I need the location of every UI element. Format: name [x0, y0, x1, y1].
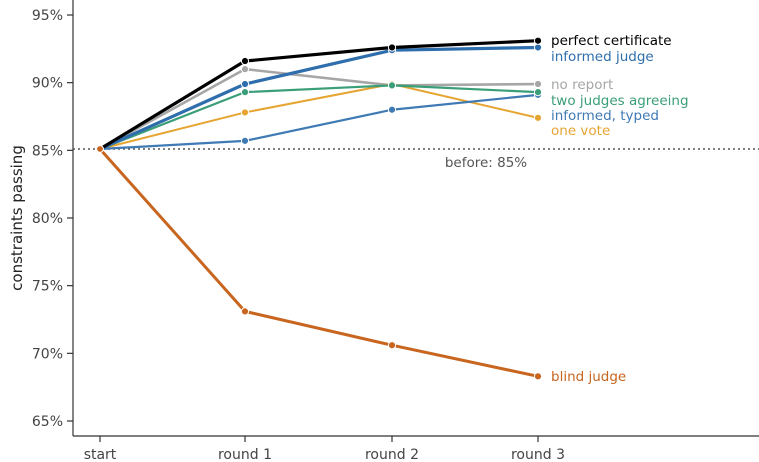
data-point: [240, 88, 250, 97]
x-ticks: start round 1 round 2 round 3: [84, 436, 565, 462]
data-point: [387, 105, 397, 114]
data-point: [240, 108, 250, 117]
y-axis-label: constraints passing: [8, 145, 26, 291]
series-end-label: informed judge: [551, 49, 654, 65]
axes: [72, 0, 759, 437]
series-two-judges-agreeing: [96, 81, 543, 153]
series-line: [99, 83, 539, 150]
data-point: [533, 372, 543, 381]
data-point: [533, 113, 543, 122]
series-one-vote: [96, 79, 543, 153]
data-point: [240, 136, 250, 145]
series-end-label: perfect certificate: [551, 33, 672, 49]
series-blind-judge: [96, 145, 543, 381]
data-point: [240, 56, 250, 66]
series-end-label: two judges agreeing: [551, 93, 689, 109]
series-line: [98, 147, 540, 378]
reference-line-label: before: 85%: [445, 155, 527, 171]
series-end-label: informed, typed: [551, 108, 659, 124]
series-end-label: blind judge: [551, 369, 626, 385]
x-tick-label: start: [84, 447, 117, 462]
series-line: [98, 84, 540, 151]
data-point: [96, 145, 104, 153]
series-line: [98, 45, 540, 151]
data-point: [387, 341, 397, 350]
data-point: [533, 88, 543, 97]
y-ticks: 65% 70% 75% 80% 85% 90% 95%: [32, 8, 73, 430]
data-point: [240, 307, 250, 316]
y-tick-label: 95%: [32, 8, 63, 24]
data-point: [240, 79, 250, 89]
x-tick-label: round 3: [511, 447, 565, 462]
y-tick-label: 85%: [32, 143, 63, 159]
series-end-label: one vote: [551, 123, 610, 139]
y-tick-label: 65%: [32, 414, 63, 430]
series-layer: [96, 36, 543, 381]
series-perfect-certificate: [96, 36, 543, 153]
x-tick-label: round 2: [365, 447, 419, 462]
data-point: [533, 36, 543, 45]
x-tick-label: round 1: [218, 447, 272, 462]
series-line: [98, 93, 540, 151]
y-tick-label: 90%: [32, 76, 63, 92]
data-point: [533, 43, 543, 52]
y-tick-label: 80%: [32, 211, 63, 227]
data-point: [387, 81, 397, 90]
data-point: [387, 43, 397, 52]
data-point: [533, 79, 543, 89]
reference-line-group: before: 85%: [73, 148, 759, 171]
series-line: [98, 39, 540, 151]
data-point: [240, 65, 250, 74]
series-line: [98, 67, 540, 151]
y-tick-label: 75%: [32, 279, 63, 295]
series-end-label: no report: [551, 77, 613, 93]
y-tick-label: 70%: [32, 346, 63, 362]
